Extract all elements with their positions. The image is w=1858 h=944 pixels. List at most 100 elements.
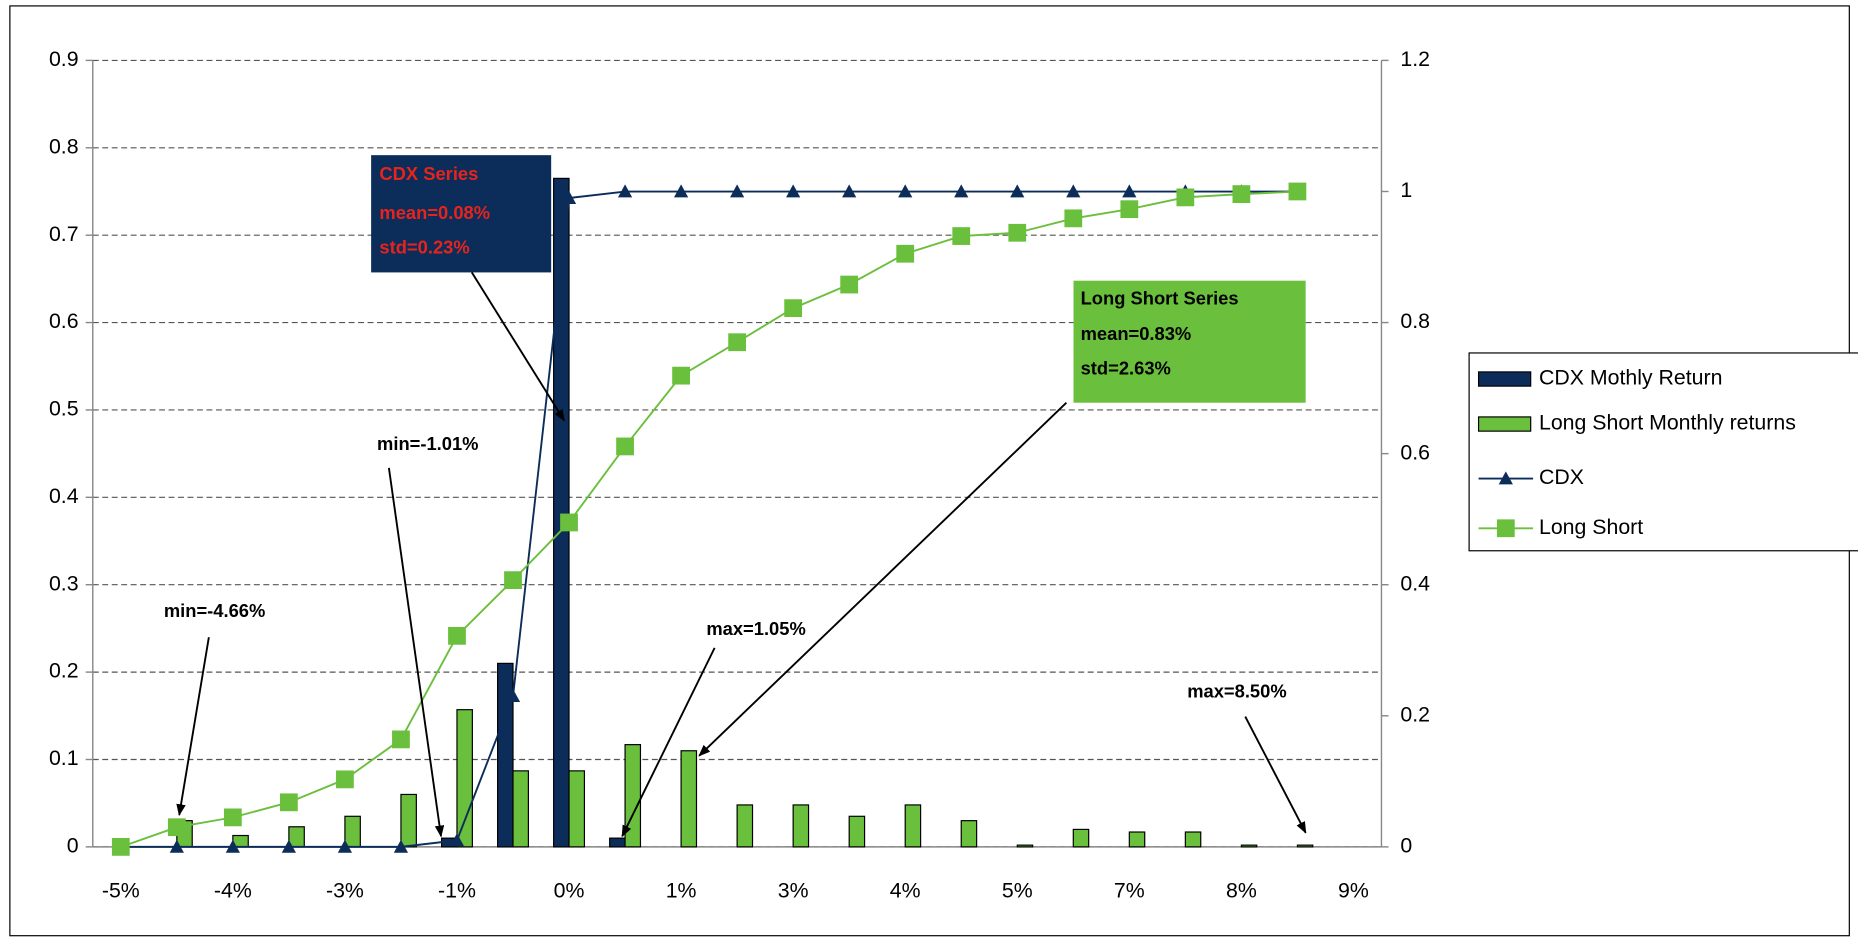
marker [1120,200,1139,219]
annotation-text: min=-4.66% [164,600,265,621]
marker [1176,188,1195,207]
marker [169,839,184,853]
annotation-arrow [621,647,716,838]
y-tick-label: 0 [67,834,79,858]
bar [456,709,473,848]
bar [960,820,978,848]
marker [673,184,689,198]
legend-swatch [1496,519,1515,538]
line [120,190,1298,848]
y-tick-label: 0.1 [49,746,79,770]
marker [111,837,130,856]
legend-label: Long Short Monthly returns [1539,411,1796,435]
x-tick-label: 7% [1114,879,1145,903]
annotation-arrow [176,637,210,817]
annotation-text: std=2.63% [1081,357,1171,378]
marker [896,244,915,263]
bar [1072,828,1090,848]
annotation-arrow [698,402,1068,757]
marker [223,808,242,827]
annotation-text: min=-1.01% [377,433,478,454]
x-tick-label: 5% [1002,879,1033,903]
line [120,190,1298,848]
bar [400,793,417,848]
annotation-text: mean=0.08% [379,202,490,223]
x-tick-label: -4% [214,879,252,903]
annotation-text: mean=0.83% [1081,323,1192,344]
marker [392,730,410,749]
annotation-text: CDX Series [379,163,478,184]
x-tick-label: 8% [1226,879,1257,903]
x-tick-label: 3% [778,879,809,903]
annotation-arrow [1244,716,1307,834]
marker [954,184,969,198]
x-tick-label: 1% [666,879,697,903]
marker [337,839,353,853]
legend-swatch [1477,416,1532,432]
marker [1064,209,1083,228]
bar [680,750,698,848]
y-tick-label: 0.6 [49,309,79,333]
annotation-arrow [387,467,445,838]
marker [616,437,634,456]
legend: CDX Mothly Return Long Short Monthly retu… [1468,352,1858,552]
marker [952,227,971,245]
marker [730,184,745,198]
bar [1296,844,1314,848]
y2-tick-label: 0.6 [1400,440,1430,464]
bar [792,804,810,848]
annotation-text: Long Short Series [1081,288,1239,309]
bar [624,744,642,848]
y2-tick-label: 0.8 [1400,309,1430,333]
marker [1288,182,1307,201]
marker [672,366,690,385]
marker [728,333,747,352]
marker [617,184,633,198]
legend-box [1468,352,1858,552]
bar [1128,831,1146,848]
marker [1122,184,1137,198]
bar [553,177,570,848]
bar [568,770,586,848]
legend-label: Long Short [1539,515,1643,539]
y-tick-label: 0.2 [49,659,79,683]
plot-area: 0 0.1 0.2 0.3 0.4 0.5 0.6 0.7 0.8 0.9 0 0.2 0.4 0.6 0.… [49,47,1430,902]
marker [784,299,803,318]
y-tick-label: 0.3 [49,571,79,595]
legend-swatch [1477,371,1532,387]
bar [497,662,514,848]
y2-tick-label: 0.4 [1400,571,1430,595]
marker [1066,184,1081,198]
marker [561,190,577,204]
annotation-text: max=1.05% [706,618,805,639]
annotation-box [371,155,552,273]
bar [904,804,922,848]
y2-tick-label: 0.2 [1400,702,1430,726]
bar [1016,844,1034,848]
x-tick-label: 9% [1338,879,1369,903]
marker [1008,223,1027,242]
bar [848,815,866,848]
bar [1240,844,1258,848]
marker [560,513,578,532]
marker [505,689,521,703]
x-tick-label: -5% [102,879,140,903]
annotation-arrow [471,271,565,422]
marker [449,833,465,847]
y-tick-label: 0.9 [49,47,79,71]
x-tick-label: 4% [890,879,921,903]
marker [336,770,354,789]
y-tick-label: 0.5 [49,397,79,421]
y2-tick-label: 1 [1400,178,1412,202]
bar [736,804,754,848]
y-tick-label: 0.7 [49,222,79,246]
marker [448,626,466,645]
annotation-text: std=0.23% [379,237,469,258]
marker [167,818,186,837]
marker [842,184,857,198]
marker [504,571,522,590]
legend-label: CDX [1539,465,1584,489]
bar [288,826,305,848]
